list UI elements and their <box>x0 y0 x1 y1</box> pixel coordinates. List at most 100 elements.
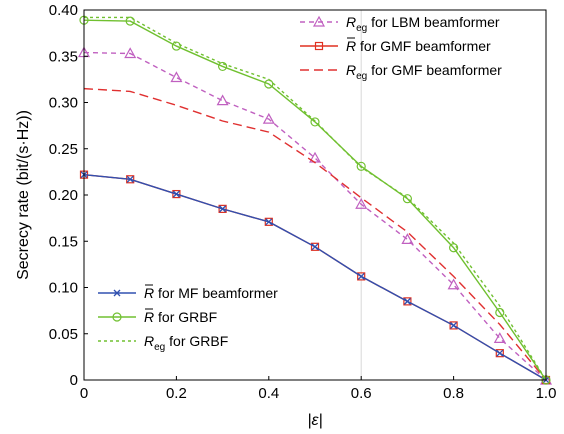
plot-background <box>84 10 546 380</box>
series-2-line <box>83 87 547 381</box>
series-5-line <box>84 16 547 381</box>
y-tick-label-1: 0.05 <box>49 326 78 343</box>
legend-subscript: eg <box>154 342 165 353</box>
series-layer <box>77 15 553 385</box>
legend-symbol: R <box>346 38 356 54</box>
series-0-point-8 <box>447 278 460 290</box>
legend-marker-1-1 <box>112 312 122 322</box>
series-3-point-2-stroke-b <box>172 190 180 198</box>
series-3-point-7-stroke-b <box>403 297 411 305</box>
y-tick-label-3: 0.15 <box>49 233 78 250</box>
legend-text: for GRBF <box>154 309 217 325</box>
series-0-point-4 <box>262 112 275 124</box>
y-tick-label-2: 0.10 <box>49 280 78 297</box>
y-tick-label-6: 0.30 <box>49 95 78 112</box>
y-axis-title: Secrecy rate (bit/(s·Hz)) <box>15 110 32 280</box>
y-tick-label-0: 0 <box>70 372 78 389</box>
series-0-point-2 <box>170 71 183 83</box>
legend-marker-1-0 <box>113 289 121 297</box>
series-0-point-7 <box>401 233 414 244</box>
axes-layer <box>83 9 547 381</box>
series-3-point-6 <box>357 272 365 280</box>
series-3-point-9 <box>496 349 504 357</box>
legend-label-1-0: R for MF beamformer <box>144 285 278 301</box>
y-tick-label-7: 0.35 <box>49 48 78 65</box>
legend-text: for GRBF <box>165 333 228 349</box>
series-4-point-3 <box>218 61 228 72</box>
series-4-point-9 <box>495 307 505 318</box>
legend-symbol: R <box>144 285 154 301</box>
legend-label-0-2: Reg for GMF beamformer <box>346 62 502 82</box>
legend-text: for GMF beamformer <box>367 62 502 78</box>
series-0-point-6 <box>355 198 368 209</box>
x-tick-label-1: 0.2 <box>166 385 187 402</box>
series-3-point-8 <box>450 321 458 329</box>
series-3-point-2 <box>172 190 180 198</box>
series-1-point-2 <box>172 189 181 199</box>
series-3-point-8-stroke-b <box>450 321 458 329</box>
series-4-point-7 <box>402 194 412 204</box>
y-tick-label-8: 0.40 <box>49 2 78 19</box>
series-3-point-1-stroke-b <box>126 175 134 183</box>
legend-text: for MF beamformer <box>154 285 278 301</box>
series-1-point-5 <box>310 242 320 251</box>
series-3-point-5-stroke-b <box>311 243 319 251</box>
series-1-point-8 <box>449 321 458 330</box>
legend-marker-0-0 <box>312 15 326 27</box>
series-3-point-7 <box>403 297 411 305</box>
x-tick-label-2: 0.4 <box>258 385 279 402</box>
legend-text: for GMF beamformer <box>356 38 491 54</box>
legend-symbol: R <box>346 14 356 30</box>
x-tick-label-0: 0 <box>80 385 88 402</box>
series-4-point-6 <box>356 161 366 171</box>
series-0 <box>77 46 553 385</box>
series-3-point-3-stroke-b <box>219 205 227 213</box>
series-0-point-9 <box>493 332 506 343</box>
series-0-line <box>83 51 547 381</box>
legend-label-0-1: R for GMF beamformer <box>346 38 491 54</box>
legend-label-1-1: R for GRBF <box>144 309 217 325</box>
series-3-point-9-stroke-b <box>496 349 504 357</box>
series-3-point-4-stroke-b <box>265 218 273 226</box>
series-3-point-5 <box>311 243 319 251</box>
y-tick-label-4: 0.20 <box>49 187 78 204</box>
series-4-point-5 <box>310 117 320 127</box>
x-axis-title: |ε| <box>307 412 322 429</box>
x-tick-label-4: 0.8 <box>443 385 464 402</box>
series-3-point-4 <box>265 218 273 226</box>
legend-symbol: R <box>144 333 154 349</box>
series-1-point-6 <box>357 272 366 281</box>
tick-label-layer: 0 0.2 0.4 0.6 0.8 1.0 0 0.05 0.10 0.15 0.20 0.25 0.3… <box>49 2 557 402</box>
series-0-point-3 <box>216 94 229 106</box>
series-0-point-1 <box>124 47 137 59</box>
series-2 <box>83 87 547 381</box>
series-3-point-6-stroke-b <box>357 272 365 280</box>
legend-label-0-0: Reg for LBM beamformer <box>346 14 500 34</box>
series-4-point-2 <box>171 41 181 51</box>
x-tick-label-3: 0.6 <box>351 385 372 402</box>
series-1-point-4 <box>264 217 273 226</box>
series-3 <box>80 171 550 384</box>
series-3-point-1 <box>126 175 134 183</box>
legend-marker-1-0-stroke-b <box>113 289 121 297</box>
series-1-point-9 <box>495 349 504 358</box>
series-1-point-3 <box>218 204 227 213</box>
y-tick-label-5: 0.25 <box>49 141 78 158</box>
series-4-point-1 <box>125 16 135 26</box>
legend-marker-0-1 <box>314 41 324 51</box>
legend-subscript: eg <box>356 23 367 34</box>
legend-text: for LBM beamformer <box>367 14 500 30</box>
legend-symbol: R <box>346 62 356 78</box>
series-5 <box>84 16 547 381</box>
series-1-point-7 <box>403 297 412 306</box>
legend-subscript: eg <box>356 71 367 82</box>
series-4-line <box>83 19 547 381</box>
x-tick-label-5: 1.0 <box>536 385 557 402</box>
legend-symbol: R <box>144 309 154 325</box>
legend-label-1-2: Reg for GRBF <box>144 333 228 353</box>
series-3-point-3 <box>219 205 227 213</box>
